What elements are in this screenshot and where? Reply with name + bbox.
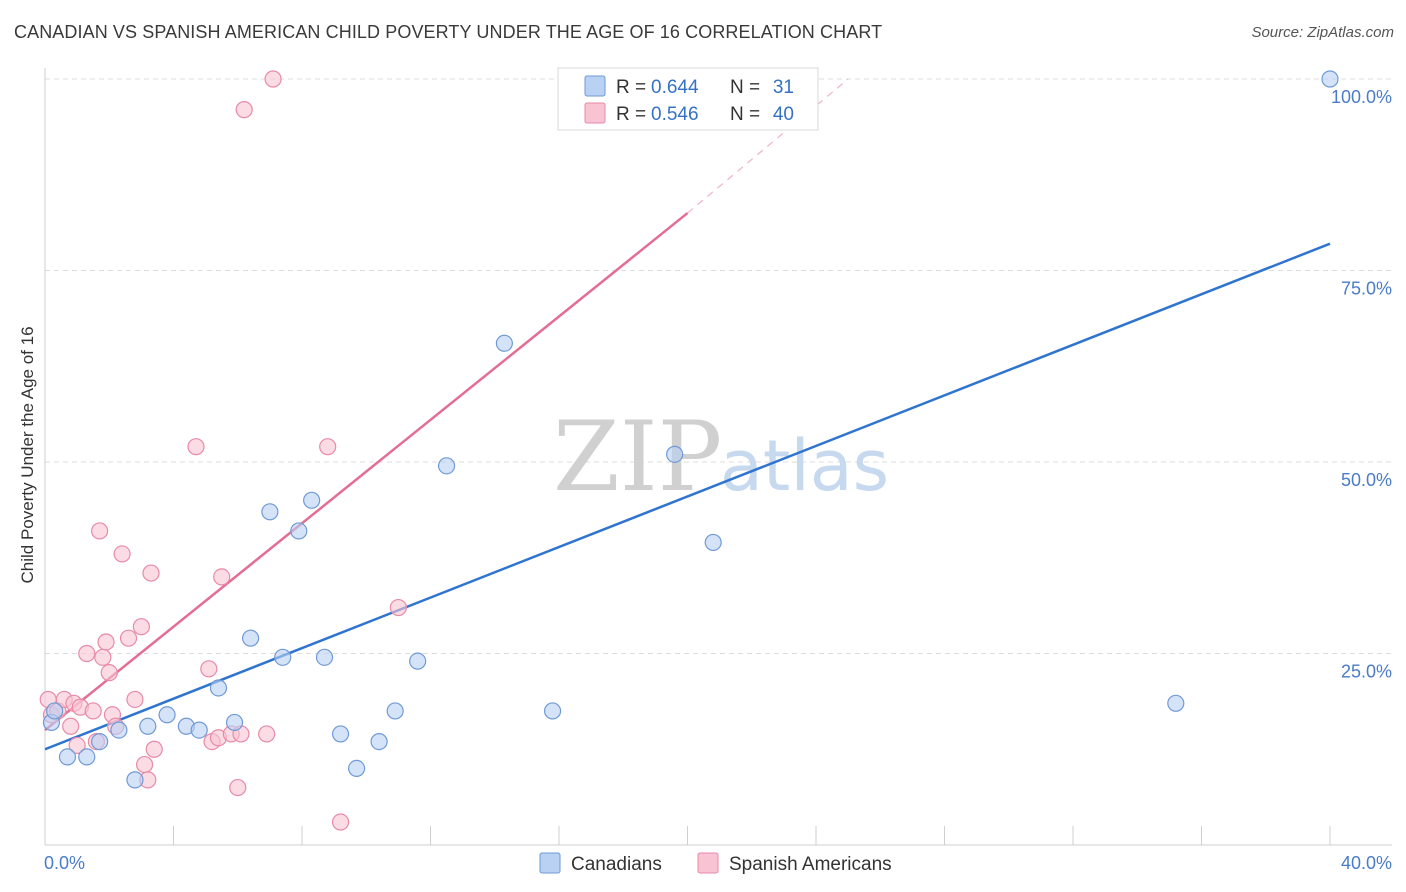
point-spanish-38 <box>389 598 407 617</box>
legend-canadians-swatch <box>584 75 606 97</box>
point-spanish-12 <box>91 522 109 540</box>
y-tick-label-100: 100.0% <box>1331 87 1392 107</box>
trendline-canadians <box>44 242 1331 751</box>
trend-lines <box>44 78 1331 751</box>
point-canadians-26 <box>543 702 562 720</box>
x-tick-label-min: 0.0% <box>44 853 85 873</box>
point-spanish-33 <box>235 101 253 119</box>
point-canadians-12 <box>225 713 244 732</box>
point-spanish-6 <box>68 736 86 755</box>
point-spanish-37 <box>331 813 350 831</box>
point-spanish-4 <box>62 717 80 735</box>
point-canadians-22 <box>386 702 404 720</box>
point-spanish-34 <box>258 725 276 743</box>
point-spanish-21 <box>135 755 154 774</box>
y-tick-label-50: 50.0% <box>1341 470 1392 490</box>
legend-box: R = 0.644 N = 31 R = 0.546 N = 40 <box>557 67 819 131</box>
point-canadians-16 <box>290 522 308 540</box>
point-canadians-27 <box>666 445 684 463</box>
point-canadians-18 <box>315 648 334 666</box>
watermark-zip: ZIP <box>553 401 722 513</box>
legend-spanish-r-value: 0.546 <box>651 104 699 125</box>
point-spanish-14 <box>100 664 118 682</box>
point-canadians-21 <box>370 732 388 751</box>
point-spanish-24 <box>145 740 163 758</box>
y-axis-title: Child Poverty Under the Age of 16 <box>18 326 37 583</box>
bottom-legend-canadians-label: Canadians <box>571 854 662 875</box>
point-spanish-23 <box>142 564 160 582</box>
legend-canadians-r-value: 0.644 <box>651 77 699 98</box>
point-spanish-31 <box>229 778 247 797</box>
point-canadians-1 <box>46 702 64 720</box>
point-canadians-6 <box>126 771 144 789</box>
point-canadians-25 <box>495 334 513 352</box>
point-canadians-7 <box>139 717 157 735</box>
bottom-legend-canadians-swatch <box>539 852 561 874</box>
point-canadians-8 <box>158 706 176 724</box>
point-spanish-9 <box>84 702 102 720</box>
point-spanish-20 <box>132 618 150 636</box>
y-tick-label-75: 75.0% <box>1341 279 1392 299</box>
point-canadians-19 <box>331 725 350 743</box>
source-label: Source: ZipAtlas.com <box>1251 24 1394 41</box>
point-canadians-24 <box>437 457 456 475</box>
x-tick-label-max: 40.0% <box>1341 853 1392 873</box>
point-spanish-26 <box>200 660 218 678</box>
legend-spanish-swatch <box>584 102 606 124</box>
point-canadians-2 <box>58 748 77 766</box>
x-axis-ticks <box>44 826 1331 845</box>
point-spanish-29 <box>213 568 231 586</box>
point-canadians-15 <box>274 648 292 666</box>
legend-canadians-r-label: R = <box>616 77 646 98</box>
watermark-atlas: atlas <box>720 425 889 507</box>
point-canadians-10 <box>190 721 208 739</box>
point-spanish-8 <box>78 644 96 663</box>
y-tick-labels: 25.0% 50.0% 75.0% 100.0% <box>1331 87 1392 682</box>
point-spanish-18 <box>119 629 138 647</box>
legend-spanish-n-value: 40 <box>773 104 794 125</box>
point-spanish-36 <box>319 438 337 456</box>
point-spanish-13 <box>97 633 115 651</box>
legend-spanish-r-label: R = <box>616 104 646 125</box>
bottom-legend: Canadians Spanish Americans <box>539 852 892 875</box>
point-canadians-17 <box>303 491 321 509</box>
point-spanish-17 <box>113 545 131 563</box>
point-canadians-5 <box>110 721 128 739</box>
legend-canadians-n-label: N = <box>730 77 760 98</box>
point-canadians-14 <box>261 503 279 521</box>
point-canadians-23 <box>409 652 427 670</box>
point-canadians-3 <box>78 748 96 766</box>
point-canadians-30 <box>1321 70 1339 88</box>
trendline-spanish <box>44 212 689 732</box>
legend-canadians-n-value: 31 <box>773 77 794 98</box>
trendline-spanish-extension <box>687 78 849 214</box>
chart-title: CANADIAN VS SPANISH AMERICAN CHILD POVER… <box>14 22 883 42</box>
legend-spanish-n-label: N = <box>730 104 760 125</box>
point-spanish-25 <box>187 438 205 456</box>
bottom-legend-spanish-label: Spanish Americans <box>729 854 892 875</box>
point-spanish-35 <box>264 70 282 88</box>
point-canadians-20 <box>348 759 366 778</box>
point-spanish-11 <box>94 648 112 666</box>
point-canadians-11 <box>209 679 228 697</box>
point-canadians-29 <box>1167 694 1185 712</box>
point-spanish-19 <box>126 690 144 709</box>
point-canadians-28 <box>704 533 722 552</box>
point-canadians-13 <box>242 629 260 647</box>
point-canadians-4 <box>91 732 109 751</box>
y-tick-label-25: 25.0% <box>1341 662 1392 682</box>
bottom-legend-spanish-swatch <box>697 852 719 874</box>
